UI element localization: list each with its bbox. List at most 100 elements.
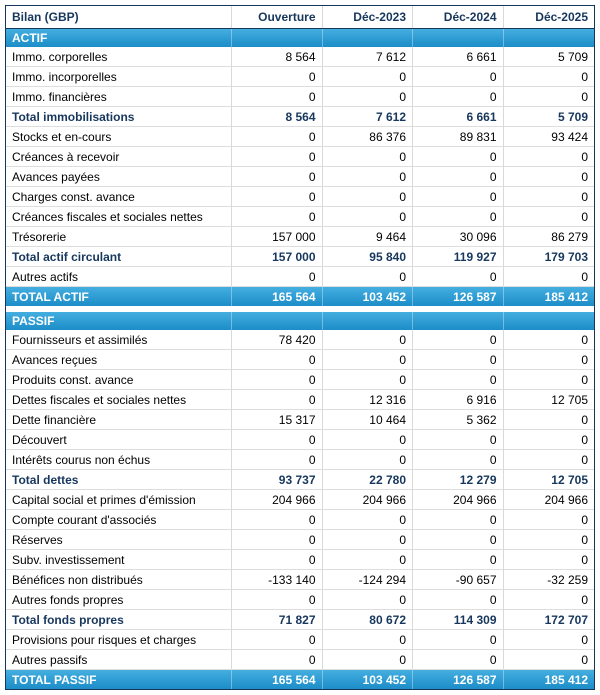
cell-value: 12 279 — [413, 470, 504, 489]
cell-value: 0 — [232, 147, 323, 166]
cell-value: 0 — [413, 167, 504, 186]
cell-value: 86 376 — [323, 127, 413, 146]
cell-value: 0 — [232, 187, 323, 206]
cell-value: -32 259 — [547, 572, 588, 587]
cell-value: 0 — [581, 432, 588, 447]
table-row: Total fonds propres 71 827 80 672 114 309 17… — [6, 610, 594, 630]
cell-value: 179 703 — [544, 249, 588, 264]
cell-value: 0 — [232, 430, 323, 449]
table-row: Autres fonds propres 0 0 0 0 — [6, 590, 594, 610]
cell-value: 0 — [232, 630, 323, 649]
cell-value: 7 612 — [323, 107, 413, 126]
cell-value: 0 — [581, 632, 588, 647]
cell-value: 0 — [232, 450, 323, 469]
cell-value: 0 — [232, 127, 323, 146]
row-label: Provisions pour risques et charges — [6, 630, 232, 649]
cell-value: 0 — [323, 147, 413, 166]
cell-value: 0 — [413, 450, 504, 469]
table-row: Intérêts courus non échus 0 0 0 0 — [6, 450, 594, 470]
row-label: Capital social et primes d'émission — [6, 490, 232, 509]
cell-value: 0 — [232, 530, 323, 549]
cell-value: 0 — [413, 67, 504, 86]
cell-value: 0 — [323, 510, 413, 529]
cell-value: 0 — [413, 530, 504, 549]
table-row: Immo. financières 0 0 0 0 — [6, 87, 594, 107]
cell-value: 0 — [232, 87, 323, 106]
total-label: TOTAL ACTIF — [6, 287, 232, 306]
cell-value: 119 927 — [413, 247, 504, 266]
section-title: ACTIF — [6, 29, 232, 47]
cell-value: 0 — [232, 370, 323, 389]
section-header-actif: ACTIF — [6, 29, 594, 47]
row-label: Trésorerie — [6, 227, 232, 246]
row-label: Réserves — [6, 530, 232, 549]
cell-value: 0 — [323, 167, 413, 186]
row-label: Découvert — [6, 430, 232, 449]
table-title: Bilan (GBP) — [6, 6, 232, 28]
row-label: Fournisseurs et assimilés — [6, 330, 232, 349]
cell-value: 0 — [581, 189, 588, 204]
row-label: Total fonds propres — [6, 610, 232, 629]
row-label: Autres actifs — [6, 267, 232, 286]
cell-value: 0 — [232, 510, 323, 529]
cell-value: 0 — [413, 187, 504, 206]
cell-value: 0 — [581, 269, 588, 284]
cell-value: 0 — [413, 510, 504, 529]
cell-value: 0 — [413, 350, 504, 369]
column-header-dec-2024: Déc-2024 — [413, 6, 504, 28]
row-label: Créances à recevoir — [6, 147, 232, 166]
cell-value: 0 — [581, 332, 588, 347]
row-label: Total dettes — [6, 470, 232, 489]
row-label: Dettes fiscales et sociales nettes — [6, 390, 232, 409]
cell-value: 12 705 — [551, 472, 588, 487]
table-header: Bilan (GBP) Ouverture Déc-2023 Déc-2024 … — [6, 6, 594, 29]
cell-value: 204 966 — [544, 492, 588, 507]
cell-value: 0 — [581, 452, 588, 467]
cell-value: 0 — [232, 390, 323, 409]
total-value: 165 564 — [232, 670, 323, 689]
cell-value: 71 827 — [232, 610, 323, 629]
row-label: Avances reçues — [6, 350, 232, 369]
row-label: Immo. financières — [6, 87, 232, 106]
cell-value: 0 — [413, 207, 504, 226]
table-row: Dettes fiscales et sociales nettes 0 12 31… — [6, 390, 594, 410]
cell-value: 0 — [232, 67, 323, 86]
cell-value: -124 294 — [323, 570, 413, 589]
cell-value: 0 — [581, 532, 588, 547]
column-header-ouverture: Ouverture — [232, 6, 323, 28]
row-label: Immo. incorporelles — [6, 67, 232, 86]
cell-value: 86 279 — [551, 229, 588, 244]
cell-value: 204 966 — [413, 490, 504, 509]
cell-value: 0 — [581, 69, 588, 84]
cell-value: 0 — [581, 592, 588, 607]
row-label: Total actif circulant — [6, 247, 232, 266]
cell-value: 93 424 — [551, 129, 588, 144]
cell-value: 89 831 — [413, 127, 504, 146]
row-label: Immo. corporelles — [6, 47, 232, 66]
section-header-spacer — [413, 312, 504, 330]
row-label: Créances fiscales et sociales nettes — [6, 207, 232, 226]
cell-value: 0 — [413, 430, 504, 449]
cell-value: 0 — [413, 370, 504, 389]
section-header-spacer — [504, 29, 595, 47]
cell-value: -133 140 — [232, 570, 323, 589]
cell-value: 93 737 — [232, 470, 323, 489]
cell-value: 114 309 — [413, 610, 504, 629]
cell-value: 0 — [581, 169, 588, 184]
cell-value: 0 — [581, 352, 588, 367]
cell-value: 0 — [323, 550, 413, 569]
cell-value: 0 — [323, 530, 413, 549]
cell-value: 6 661 — [413, 107, 504, 126]
cell-value: 15 317 — [232, 410, 323, 429]
total-row-actif: TOTAL ACTIF 165 564 103 452 126 587 185 412 — [6, 287, 594, 306]
cell-value: 0 — [581, 89, 588, 104]
section-header-spacer — [504, 312, 595, 330]
cell-value: 157 000 — [232, 227, 323, 246]
cell-value: 0 — [323, 187, 413, 206]
cell-value: 0 — [323, 630, 413, 649]
cell-value: 5 709 — [557, 109, 588, 124]
cell-value: 0 — [581, 412, 588, 427]
cell-value: 8 564 — [232, 47, 323, 66]
cell-value: 0 — [323, 330, 413, 349]
cell-value: 0 — [323, 370, 413, 389]
